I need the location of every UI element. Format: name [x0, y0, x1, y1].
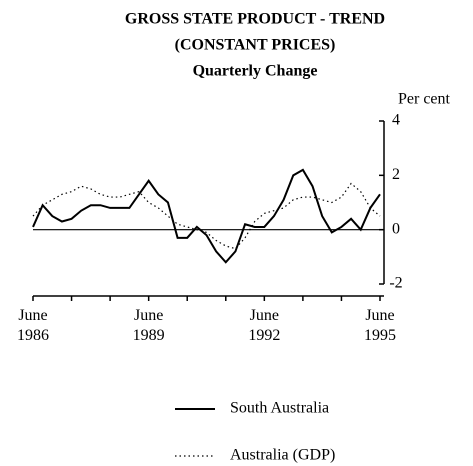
series-line: [32, 182, 381, 250]
x-tick-label: June 1995: [364, 307, 396, 344]
y-axis-label: Per cent: [398, 91, 451, 108]
y-tick-label: 0: [392, 220, 400, 237]
x-tick-label: June 1986: [17, 307, 49, 344]
x-tick-label: June 1992: [248, 307, 280, 344]
legend-label: South Australia: [230, 400, 329, 417]
y-tick-label: 4: [392, 112, 400, 129]
y-tick-label: 2: [392, 166, 400, 183]
y-tick-label: -2: [389, 275, 402, 292]
chart-subtitle: Quarterly Change: [193, 63, 318, 80]
x-tick-label: June 1989: [133, 307, 165, 344]
series-line: [32, 168, 381, 264]
chart-title: GROSS STATE PRODUCT - TREND: [125, 11, 385, 28]
legend-label: Australia (GDP): [230, 447, 335, 464]
chart-subtitle: (CONSTANT PRICES): [175, 37, 336, 54]
